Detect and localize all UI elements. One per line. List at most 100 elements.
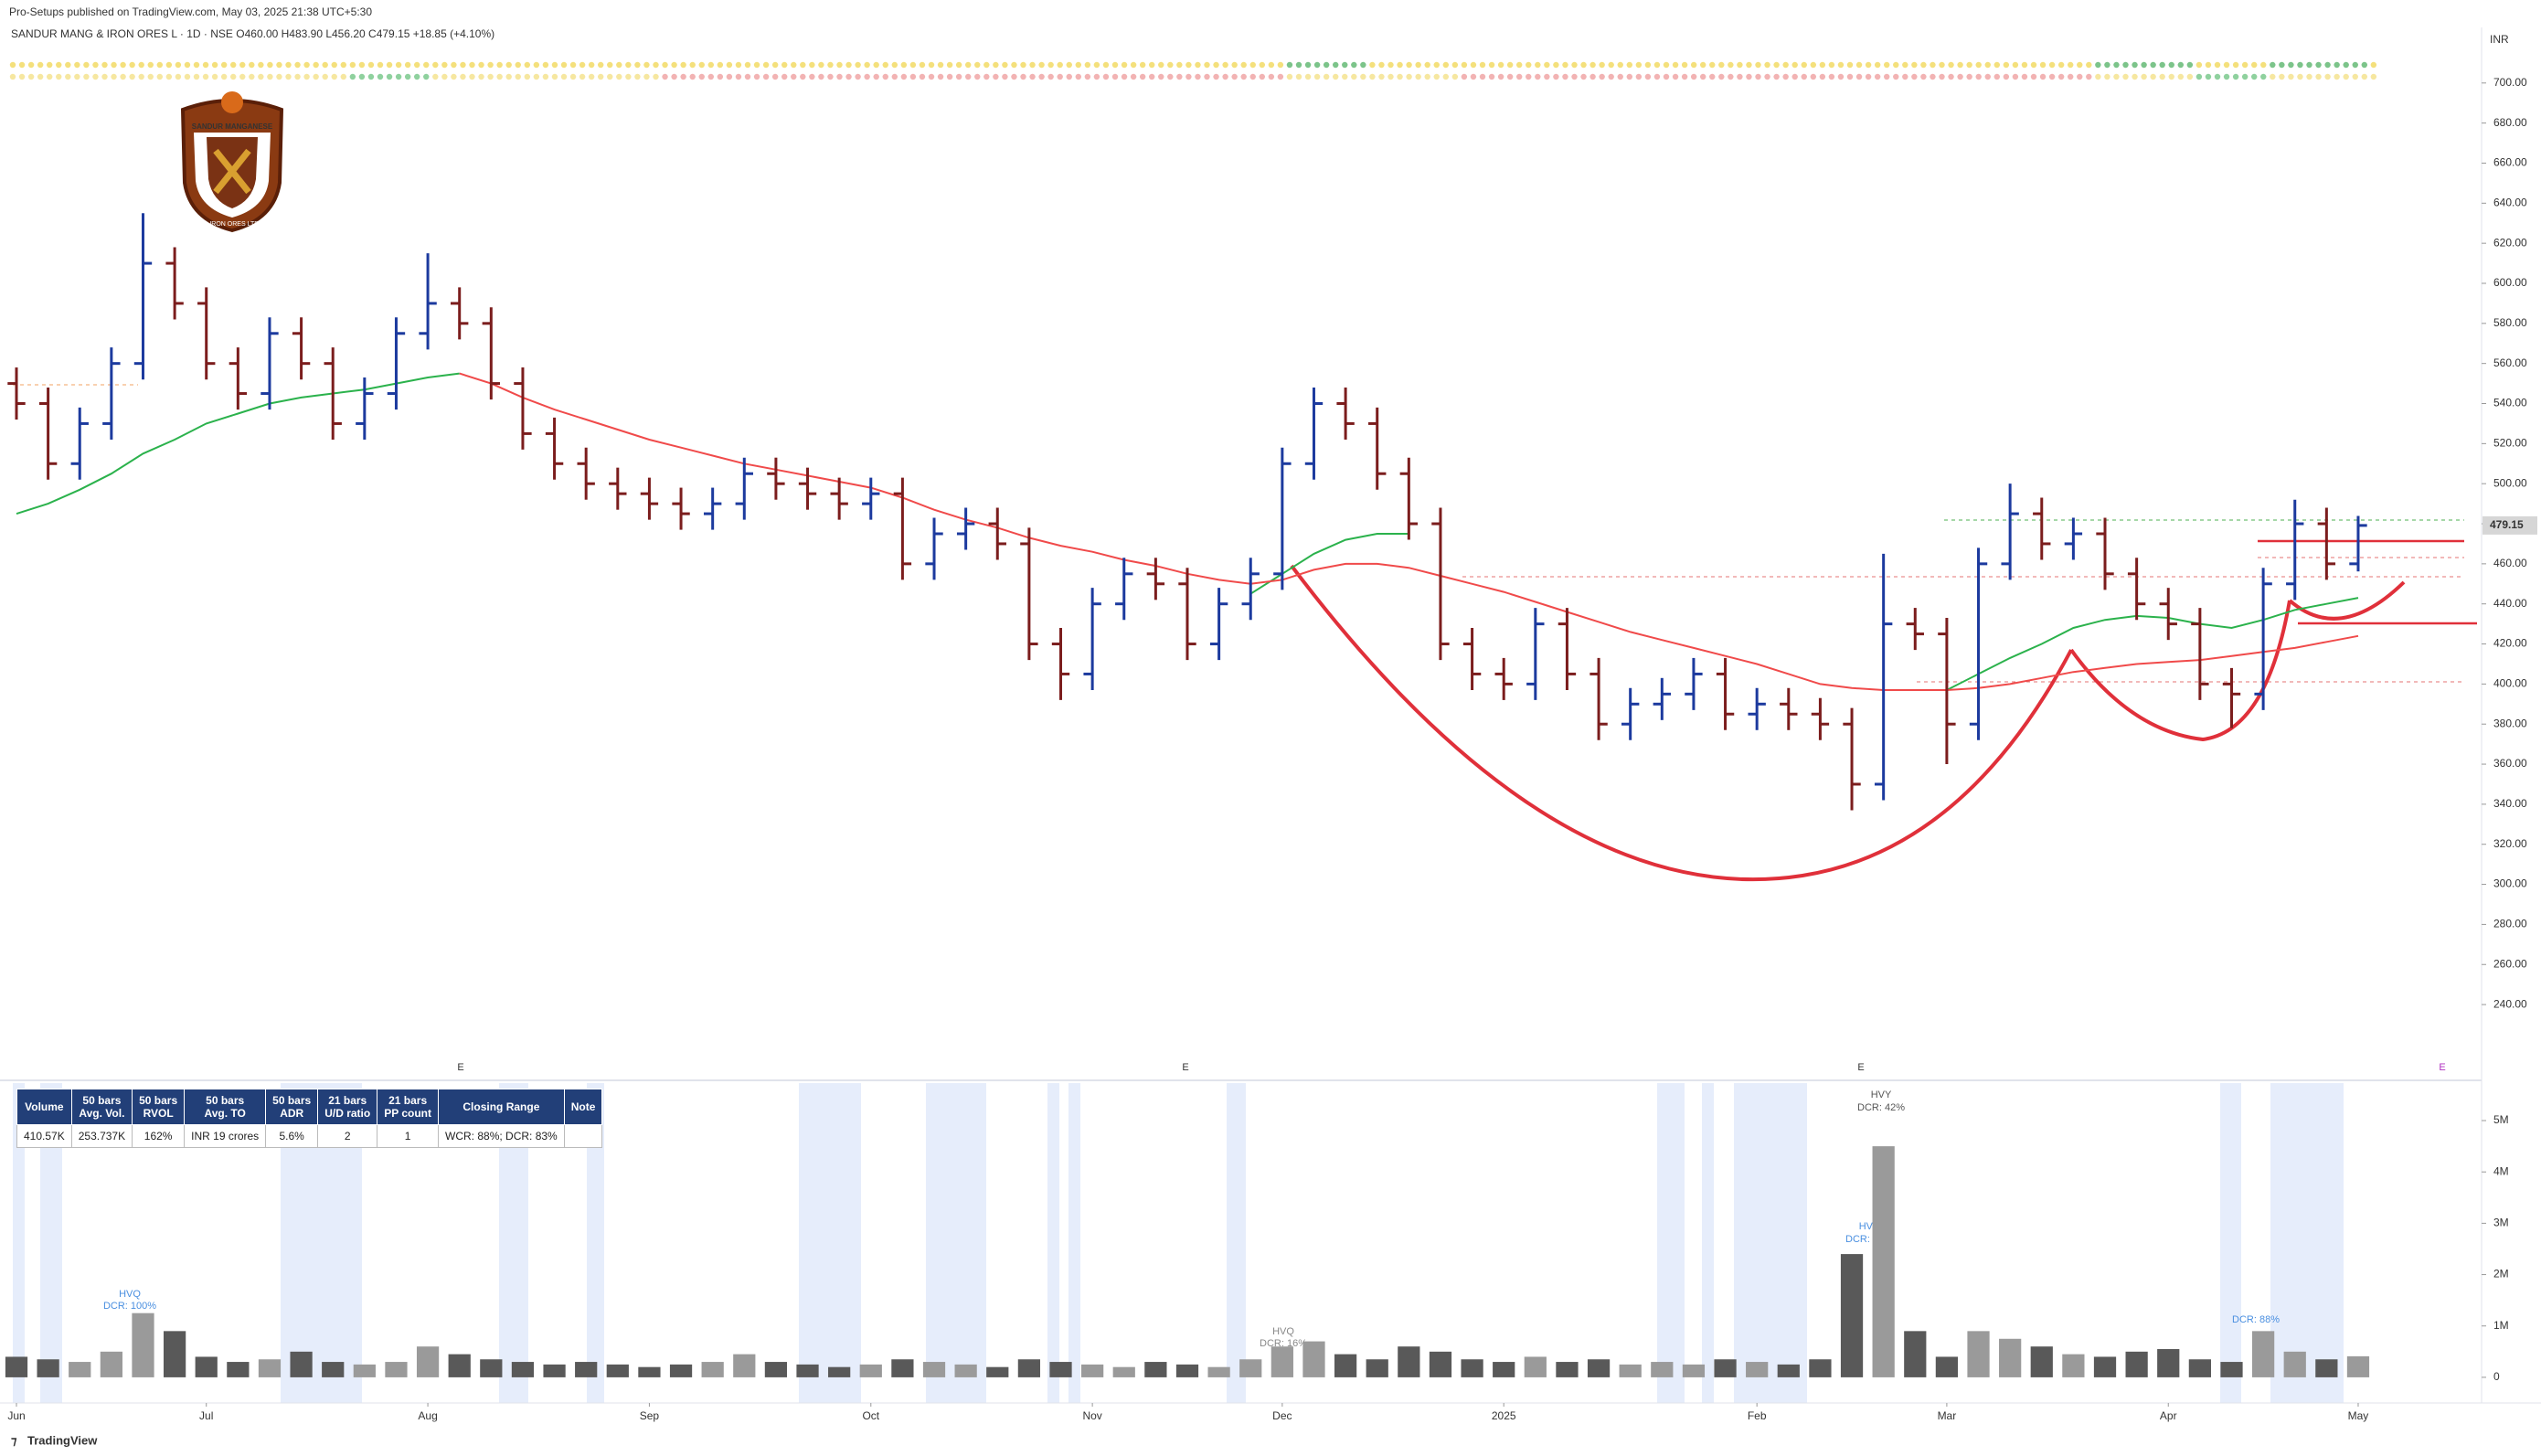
- volume-bar: [986, 1366, 1009, 1377]
- signal-dot: [1139, 61, 1146, 69]
- stats-cell: [563, 1124, 603, 1148]
- signal-dot: [2132, 61, 2138, 69]
- signal-dot: [1176, 61, 1183, 69]
- signal-dot: [1378, 61, 1385, 69]
- signal-dot: [2370, 61, 2377, 69]
- volume-bar: [2062, 1354, 2085, 1377]
- volume-bar: [2315, 1359, 2338, 1377]
- signal-dot: [1342, 73, 1348, 80]
- y-tick-label: 240.00: [2493, 997, 2527, 1010]
- signal-dot: [864, 73, 870, 80]
- volume-tick-label: 0: [2493, 1370, 2500, 1383]
- signal-dot: [2223, 73, 2230, 80]
- signal-dot: [707, 61, 714, 69]
- signal-dot: [1084, 73, 1091, 80]
- y-tick-label: 320.00: [2493, 837, 2527, 850]
- signal-dot: [1855, 73, 1863, 80]
- signal-dot: [1672, 61, 1679, 69]
- volume-bar: [5, 1356, 28, 1377]
- signal-dot: [2334, 73, 2340, 80]
- signal-dot: [1259, 61, 1266, 69]
- signal-dot: [1810, 73, 1817, 80]
- signal-dot: [1084, 61, 1091, 69]
- signal-dot: [726, 61, 733, 69]
- signal-dot: [1369, 61, 1376, 69]
- logo-crest: [221, 91, 243, 113]
- volume-bar: [1429, 1351, 1452, 1377]
- volume-annotation: HVY: [1871, 1089, 1892, 1100]
- signal-dot: [1837, 61, 1845, 69]
- signal-dot: [717, 61, 724, 69]
- signal-dot: [2279, 61, 2285, 69]
- signal-dot: [1966, 61, 1972, 69]
- y-tick-label: 600.00: [2493, 276, 2527, 289]
- stats-cell: INR 19 crores: [184, 1124, 267, 1148]
- volume-bar: [1556, 1362, 1579, 1377]
- signal-dot: [2260, 61, 2267, 69]
- signal-dot: [1342, 61, 1348, 69]
- signal-dot: [220, 73, 228, 80]
- signal-dot: [1737, 73, 1743, 80]
- signal-dot: [2095, 61, 2101, 69]
- signal-dot: [414, 73, 420, 80]
- signal-dot: [955, 61, 962, 69]
- volume-bar: [1746, 1362, 1769, 1377]
- stats-cell: 410.57K: [16, 1124, 72, 1148]
- signal-dot: [1397, 73, 1403, 80]
- signal-dot: [1313, 73, 1321, 80]
- signal-dot: [496, 61, 503, 69]
- volume-bar: [290, 1351, 313, 1377]
- volume-bar: [2283, 1351, 2306, 1377]
- signal-dot: [2315, 73, 2322, 80]
- signal-dot: [1681, 61, 1688, 69]
- y-tick-label: 360.00: [2493, 757, 2527, 770]
- signal-dot: [827, 73, 834, 80]
- signal-dot: [791, 73, 797, 80]
- signal-dot: [193, 61, 200, 69]
- signal-dot: [1819, 73, 1826, 80]
- signal-dot: [129, 61, 135, 69]
- x-tick-label: 2025: [1492, 1409, 1516, 1422]
- volume-annotation: HVQ: [119, 1289, 141, 1300]
- last-price-label: 479.15: [2490, 518, 2524, 531]
- signal-dot: [2205, 73, 2212, 80]
- signal-dot: [505, 73, 512, 80]
- signal-dot: [1948, 61, 1954, 69]
- signal-dot: [1828, 73, 1835, 80]
- signal-dot: [1939, 73, 1945, 80]
- signal-dot: [165, 73, 173, 80]
- signal-dot: [1975, 61, 1982, 69]
- x-tick-label: Mar: [1938, 1409, 1957, 1422]
- signal-dot: [1149, 73, 1155, 80]
- signal-dot: [1617, 61, 1623, 69]
- signal-dot: [1415, 73, 1421, 80]
- volume-bar: [1207, 1366, 1230, 1377]
- signal-dot: [1791, 61, 1798, 69]
- signal-dot: [1497, 61, 1504, 69]
- signal-dot: [2113, 73, 2120, 80]
- signal-dot: [1709, 61, 1716, 69]
- signal-dot: [1635, 73, 1643, 80]
- signal-dot: [1608, 73, 1614, 80]
- signal-dot: [2048, 73, 2056, 80]
- volume-bar: [1144, 1362, 1167, 1377]
- signal-dot: [781, 73, 788, 80]
- signal-dot: [2141, 73, 2147, 80]
- signal-dot: [276, 73, 282, 80]
- volume-bar: [132, 1313, 154, 1377]
- signal-dot: [441, 61, 448, 69]
- signal-dot: [1029, 73, 1036, 80]
- signal-dot: [1286, 73, 1293, 80]
- signal-dot: [900, 61, 908, 69]
- signal-dot: [1139, 73, 1146, 80]
- signal-dot: [1755, 73, 1761, 80]
- signal-dot: [432, 73, 439, 80]
- y-tick-label: 520.00: [2493, 437, 2527, 450]
- volume-band: [1227, 1083, 1246, 1403]
- signal-dot: [487, 73, 494, 80]
- signal-dot: [2021, 73, 2028, 80]
- signal-dot: [367, 61, 375, 69]
- signal-dot: [753, 73, 760, 80]
- signal-dot: [211, 61, 218, 69]
- signal-dot: [358, 61, 366, 69]
